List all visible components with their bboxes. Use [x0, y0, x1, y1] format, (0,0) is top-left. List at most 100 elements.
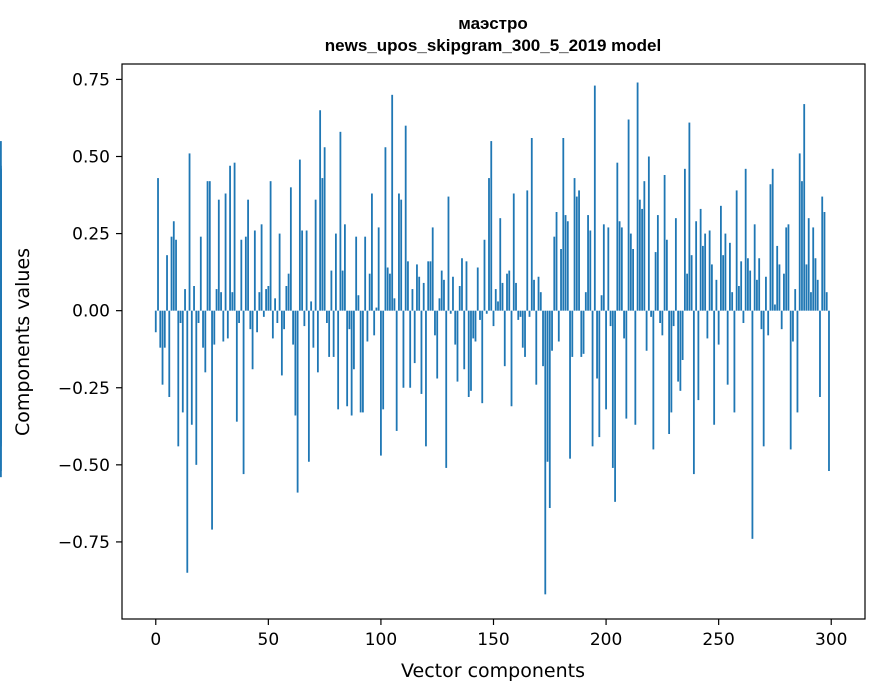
bar [447, 196, 450, 311]
bar [334, 233, 337, 311]
bar [551, 310, 553, 351]
bar [411, 289, 414, 311]
bar [289, 187, 292, 311]
bar [260, 224, 263, 311]
bar [494, 289, 497, 311]
bar [312, 310, 315, 348]
bar [353, 310, 355, 370]
bar [389, 273, 391, 311]
y-tick-label: 0.25 [72, 225, 110, 245]
bar [735, 190, 738, 311]
bar [481, 310, 484, 404]
bar [454, 310, 457, 345]
x-tick-label: 150 [477, 630, 509, 650]
bar [416, 264, 418, 311]
bar [472, 310, 475, 339]
bar [602, 224, 605, 311]
bar [492, 310, 495, 327]
x-tick-label: 50 [258, 630, 280, 650]
bar [382, 310, 385, 410]
bar [650, 310, 653, 317]
bar [199, 236, 202, 311]
bar [501, 282, 504, 311]
bar [825, 292, 828, 311]
bar [542, 310, 544, 367]
bar [751, 310, 754, 539]
bar [517, 310, 520, 320]
bar [580, 310, 583, 357]
bar [810, 292, 812, 311]
bar [656, 215, 659, 311]
bar [688, 122, 691, 311]
bar [546, 310, 549, 462]
bar [571, 310, 574, 357]
bar [670, 310, 673, 413]
bar [175, 239, 177, 311]
bar [785, 227, 788, 311]
bar [801, 181, 803, 311]
bar [756, 279, 758, 311]
bar [620, 227, 623, 311]
bar [490, 141, 493, 311]
bar [373, 310, 376, 336]
bar [310, 301, 313, 311]
bar [456, 310, 459, 382]
bar [618, 221, 621, 311]
bar [584, 292, 587, 311]
bar [591, 310, 594, 447]
bar [792, 310, 794, 342]
bar [632, 249, 634, 311]
bar [465, 261, 468, 311]
bar [575, 196, 578, 311]
bar [569, 310, 571, 459]
bar [625, 310, 628, 419]
bar [533, 279, 535, 311]
bar [319, 110, 322, 311]
bar [226, 310, 229, 339]
bar [740, 261, 743, 311]
bar [431, 227, 434, 311]
bar [434, 310, 436, 336]
y-tick-label: −0.25 [58, 379, 110, 399]
bar [796, 310, 799, 413]
bar [776, 245, 779, 311]
bar [668, 310, 671, 434]
bar [686, 273, 689, 311]
bar [674, 218, 677, 311]
bar [247, 199, 249, 311]
bar [638, 199, 641, 311]
bar [672, 310, 675, 327]
bar [769, 184, 772, 311]
bar [787, 224, 790, 311]
bar [0, 282, 2, 311]
bar [157, 178, 159, 311]
chart-subtitle: news_upos_skipgram_300_5_2019 model [325, 36, 661, 55]
bar [488, 178, 490, 311]
bar [611, 310, 614, 468]
bar [316, 310, 319, 373]
bar [294, 310, 297, 416]
bar [337, 310, 340, 410]
bar [821, 196, 824, 311]
bar [681, 310, 684, 360]
bar [269, 181, 272, 311]
bar [780, 310, 783, 330]
bar [470, 310, 472, 391]
bar [530, 138, 533, 311]
bar [560, 249, 562, 311]
bar [402, 310, 405, 388]
bar [701, 245, 704, 311]
bar [582, 310, 585, 354]
bar [510, 310, 513, 407]
plot-area-frame [121, 63, 866, 620]
bar [181, 310, 184, 413]
bar [301, 230, 304, 311]
bar [395, 310, 398, 431]
x-tick-label: 100 [365, 630, 397, 650]
bar [168, 310, 171, 397]
bar [461, 258, 463, 311]
bar [350, 310, 353, 416]
bar [661, 310, 664, 336]
bar [213, 310, 216, 345]
bar [276, 310, 279, 323]
